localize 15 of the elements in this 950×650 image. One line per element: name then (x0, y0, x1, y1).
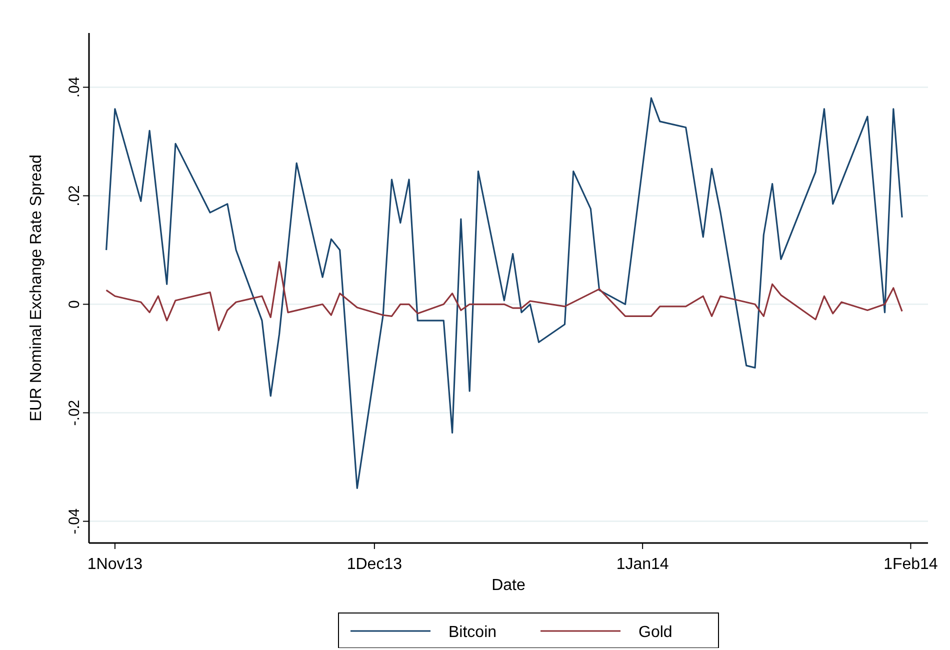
y-tick-label: -.04 (66, 508, 83, 534)
line-series (106, 261, 903, 332)
x-tick-label: 1Nov13 (87, 556, 143, 573)
x-tick-label: 1Jan14 (616, 556, 669, 573)
legend-label: Gold (638, 624, 672, 641)
x-tick-label: 1Dec13 (346, 556, 402, 573)
y-tick-label: -.02 (66, 400, 83, 426)
y-axis-title: EUR Nominal Exchange Rate Spread (28, 154, 45, 422)
line-series (106, 97, 903, 489)
x-tick-label: 1Feb14 (884, 556, 938, 573)
legend-label: Bitcoin (448, 624, 497, 641)
x-axis-title: Date (492, 577, 526, 594)
y-tick-label: 0 (66, 300, 83, 308)
y-tick-label: .04 (66, 76, 83, 98)
y-tick-label: .02 (66, 185, 83, 206)
